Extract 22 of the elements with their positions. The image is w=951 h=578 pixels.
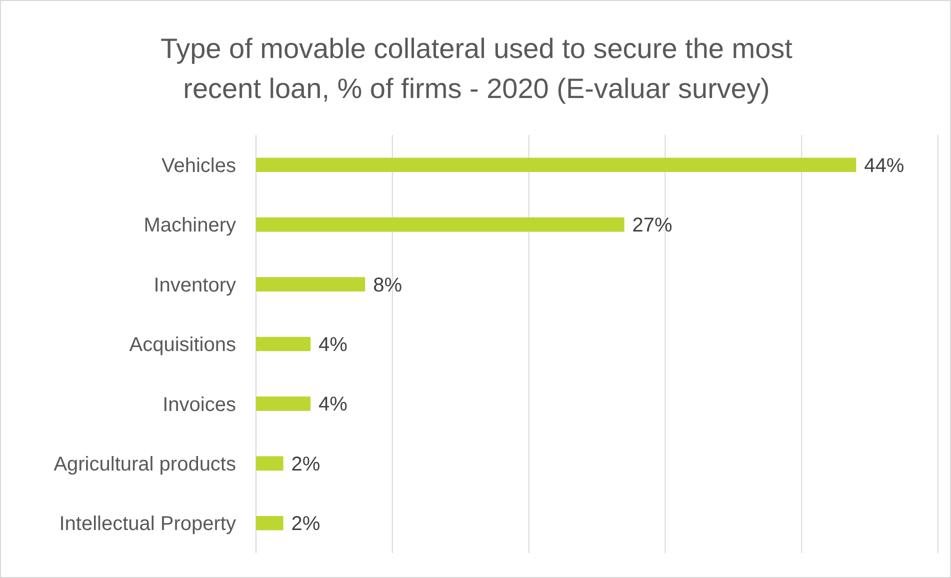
y-tick-label: Inventory (154, 274, 236, 296)
data-label: 27% (632, 214, 673, 237)
y-tick-label: Vehicles (162, 154, 236, 177)
data-label: 8% (373, 274, 402, 296)
bar (256, 516, 284, 530)
data-label: 2% (291, 513, 320, 536)
bar (256, 456, 284, 471)
y-tick-label: Machinery (144, 214, 236, 237)
data-label: 44% (864, 154, 904, 177)
data-label: 4% (318, 334, 348, 356)
y-tick-label: Acquisitions (129, 334, 236, 356)
chart-title: Type of movable collateral used to secure the most recent loan, % of firms - 2020 (E-valuar survey) (160, 32, 794, 106)
y-tick-label: Intellectual Property (59, 513, 236, 536)
data-label: 2% (291, 453, 320, 476)
y-tick-label: Invoices (162, 394, 236, 416)
bar (256, 158, 856, 172)
data-label: 4% (318, 394, 348, 416)
y-tick-label: Agricultural products (54, 454, 236, 476)
bar (256, 336, 311, 352)
bar (256, 396, 311, 411)
bar (256, 217, 624, 232)
bar (256, 277, 366, 292)
